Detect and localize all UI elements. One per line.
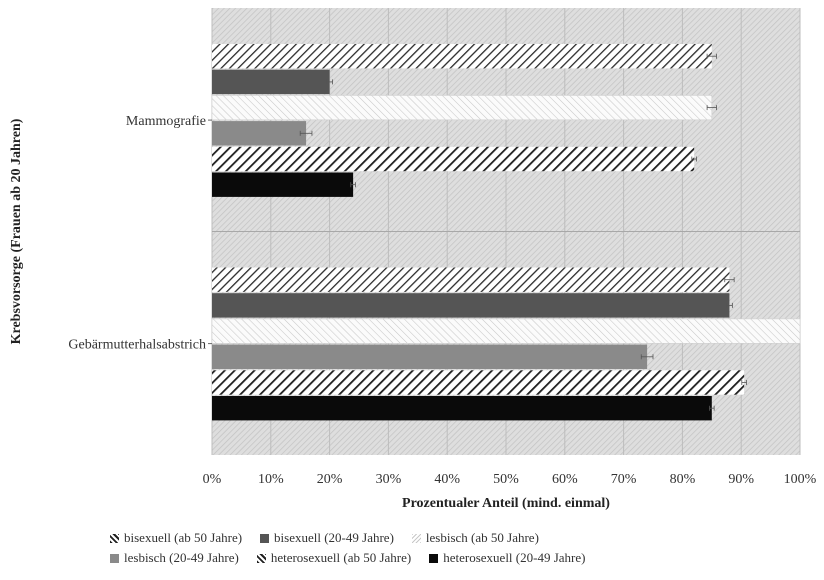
legend-row: lesbisch (20-49 Jahre) heterosexuell (ab …	[110, 548, 750, 568]
legend-item: bisexuell (20-49 Jahre)	[260, 530, 394, 546]
legend-label: bisexuell (ab 50 Jahre)	[124, 530, 243, 545]
legend-label: heterosexuell (ab 50 Jahre)	[270, 550, 412, 565]
legend-item: heterosexuell (ab 50 Jahre)	[256, 550, 412, 566]
bar	[212, 370, 745, 395]
legend-label: lesbisch (20-49 Jahre)	[124, 550, 239, 565]
x-tick-label: 60%	[552, 472, 578, 487]
x-tick-label: 10%	[258, 472, 284, 487]
bar	[211, 318, 801, 344]
bar	[212, 146, 695, 172]
legend-swatch	[110, 533, 119, 543]
x-tick-label: 0%	[203, 472, 222, 487]
bar	[212, 267, 730, 292]
legend-swatch	[110, 553, 119, 563]
legend-item: lesbisch (ab 50 Jahre)	[411, 530, 539, 546]
y-axis-title: Krebsvorsorge (Frauen ab 20 Jahren)	[9, 118, 24, 344]
legend-label: bisexuell (20-49 Jahre)	[274, 530, 394, 545]
x-tick-label: 70%	[611, 472, 637, 487]
x-tick-label: 40%	[434, 472, 460, 487]
bar	[211, 95, 713, 121]
x-tick-label: 50%	[493, 472, 519, 487]
bar	[212, 44, 712, 69]
legend: bisexuell (ab 50 Jahre) bisexuell (20-49 …	[110, 528, 750, 568]
legend-item: bisexuell (ab 50 Jahre)	[110, 530, 242, 546]
x-axis-title: Prozentualer Anteil (mind. einmal)	[402, 496, 610, 511]
legend-item: lesbisch (20-49 Jahre)	[110, 550, 239, 566]
x-tick-label: 80%	[670, 472, 696, 487]
category-label: Gebärmutterhalsabstrich	[68, 338, 206, 353]
category-label: Mammografie	[126, 114, 206, 129]
legend-row: bisexuell (ab 50 Jahre) bisexuell (20-49 …	[110, 528, 750, 548]
bar	[212, 293, 730, 318]
legend-swatch	[256, 553, 266, 563]
bar	[212, 344, 648, 369]
bar	[212, 396, 712, 421]
legend-item: heterosexuell (20-49 Jahre)	[429, 550, 585, 566]
bar	[212, 69, 330, 95]
legend-swatch	[411, 533, 421, 543]
x-tick-label: 90%	[728, 472, 754, 487]
legend-swatch	[429, 553, 439, 563]
bar	[212, 121, 307, 146]
legend-swatch	[260, 533, 270, 543]
x-tick-label: 30%	[376, 472, 402, 487]
legend-label: lesbisch (ab 50 Jahre)	[425, 530, 539, 545]
x-tick-label: 20%	[317, 472, 343, 487]
x-tick-label: 100%	[784, 472, 817, 487]
bar	[212, 172, 354, 197]
legend-label: heterosexuell (20-49 Jahre)	[443, 550, 586, 565]
